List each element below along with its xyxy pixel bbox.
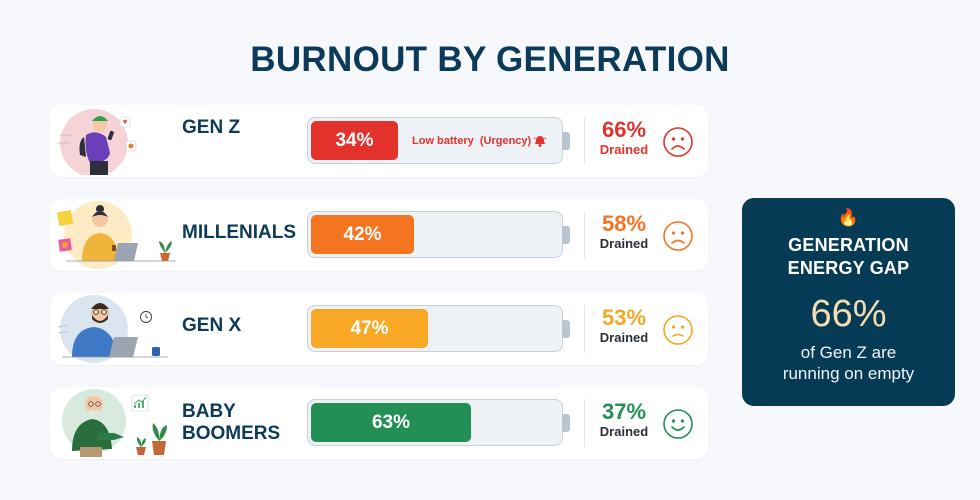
battery-fill: 47% [311, 309, 428, 348]
drained-stat: 37% Drained [598, 400, 650, 440]
page-title: BURNOUT BY GENERATION [250, 40, 730, 79]
drained-percent: 53% [601, 305, 647, 330]
battery-terminal [562, 414, 570, 432]
battery-fill: 34% [311, 121, 398, 160]
battery-meter: 42% [307, 211, 563, 258]
callout-value: 66% [810, 293, 887, 335]
generation-label: GEN Z [182, 117, 241, 138]
callout-subtitle: of Gen Z are running on empty [742, 342, 955, 384]
callout-title: GENERATION ENERGY GAP [742, 234, 955, 280]
battery-meter: 34% Low battery (Urgency) [307, 117, 563, 164]
divider [584, 305, 585, 353]
drained-stat: 66% Drained [598, 118, 650, 158]
divider [584, 399, 585, 447]
battery-meter: 63% [307, 399, 563, 446]
frown-face-icon [663, 127, 693, 157]
callout-title-line: GENERATION [788, 235, 909, 255]
battery-terminal [562, 320, 570, 338]
row-gen-x: GEN X 47% 53% Drained [50, 293, 708, 365]
battery-fill: 63% [311, 403, 471, 442]
smile-face-icon [663, 409, 693, 439]
generation-label: GEN X [182, 315, 242, 336]
generation-label-line: BOOMERS [182, 423, 281, 444]
generation-label: MILLENIALS [182, 222, 296, 243]
row-baby-boomers: BABY BOOMERS 63% 37% Drained [50, 387, 708, 459]
energy-gap-callout: 🔥 GENERATION ENERGY GAP 66% of Gen Z are… [742, 198, 955, 406]
drained-percent: 37% [601, 399, 647, 424]
callout-subtitle-line: of Gen Z are [800, 343, 897, 362]
generation-label-line: BABY [182, 401, 236, 422]
gen-x-illustration-icon [57, 295, 168, 363]
drained-label: Drained [599, 142, 649, 157]
battery-fill: 42% [311, 215, 414, 254]
drained-label: Drained [599, 236, 649, 251]
bell-alert-icon [533, 135, 547, 147]
drained-percent: 66% [601, 117, 647, 142]
gen-z-illustration-icon [58, 109, 137, 175]
row-gen-z: GEN Z 34% Low battery (Urgency) 66% Drai… [50, 105, 708, 177]
battery-meter: 47% [307, 305, 563, 352]
charge-percent: 42% [343, 223, 382, 245]
charge-percent: 63% [371, 411, 411, 433]
divider [584, 211, 585, 259]
battery-terminal [562, 226, 570, 244]
row-millenials: MILLENIALS 42% 58% Drained [50, 199, 708, 271]
drained-label: Drained [599, 330, 649, 345]
battery-terminal [562, 132, 570, 150]
baby-boomer-illustration-icon [62, 389, 167, 457]
divider [584, 117, 585, 165]
drained-stat: 58% Drained [598, 212, 650, 252]
fire-icon: 🔥 [837, 208, 860, 227]
drained-stat: 53% Drained [598, 306, 650, 346]
charge-percent: 34% [335, 129, 374, 151]
low-battery-warning: Low battery (Urgency) [412, 118, 547, 163]
slightly-frowning-face-icon [663, 315, 693, 345]
charge-percent: 47% [350, 317, 389, 339]
frown-face-icon [663, 221, 693, 251]
drained-label: Drained [599, 424, 649, 439]
callout-subtitle-line: running on empty [782, 364, 915, 383]
warning-text: Low battery (Urgency) [412, 134, 532, 147]
millenial-illustration-icon [56, 201, 176, 269]
callout-title-line: ENERGY GAP [787, 258, 910, 278]
drained-percent: 58% [601, 211, 647, 236]
generation-label: BABY BOOMERS [182, 401, 280, 445]
